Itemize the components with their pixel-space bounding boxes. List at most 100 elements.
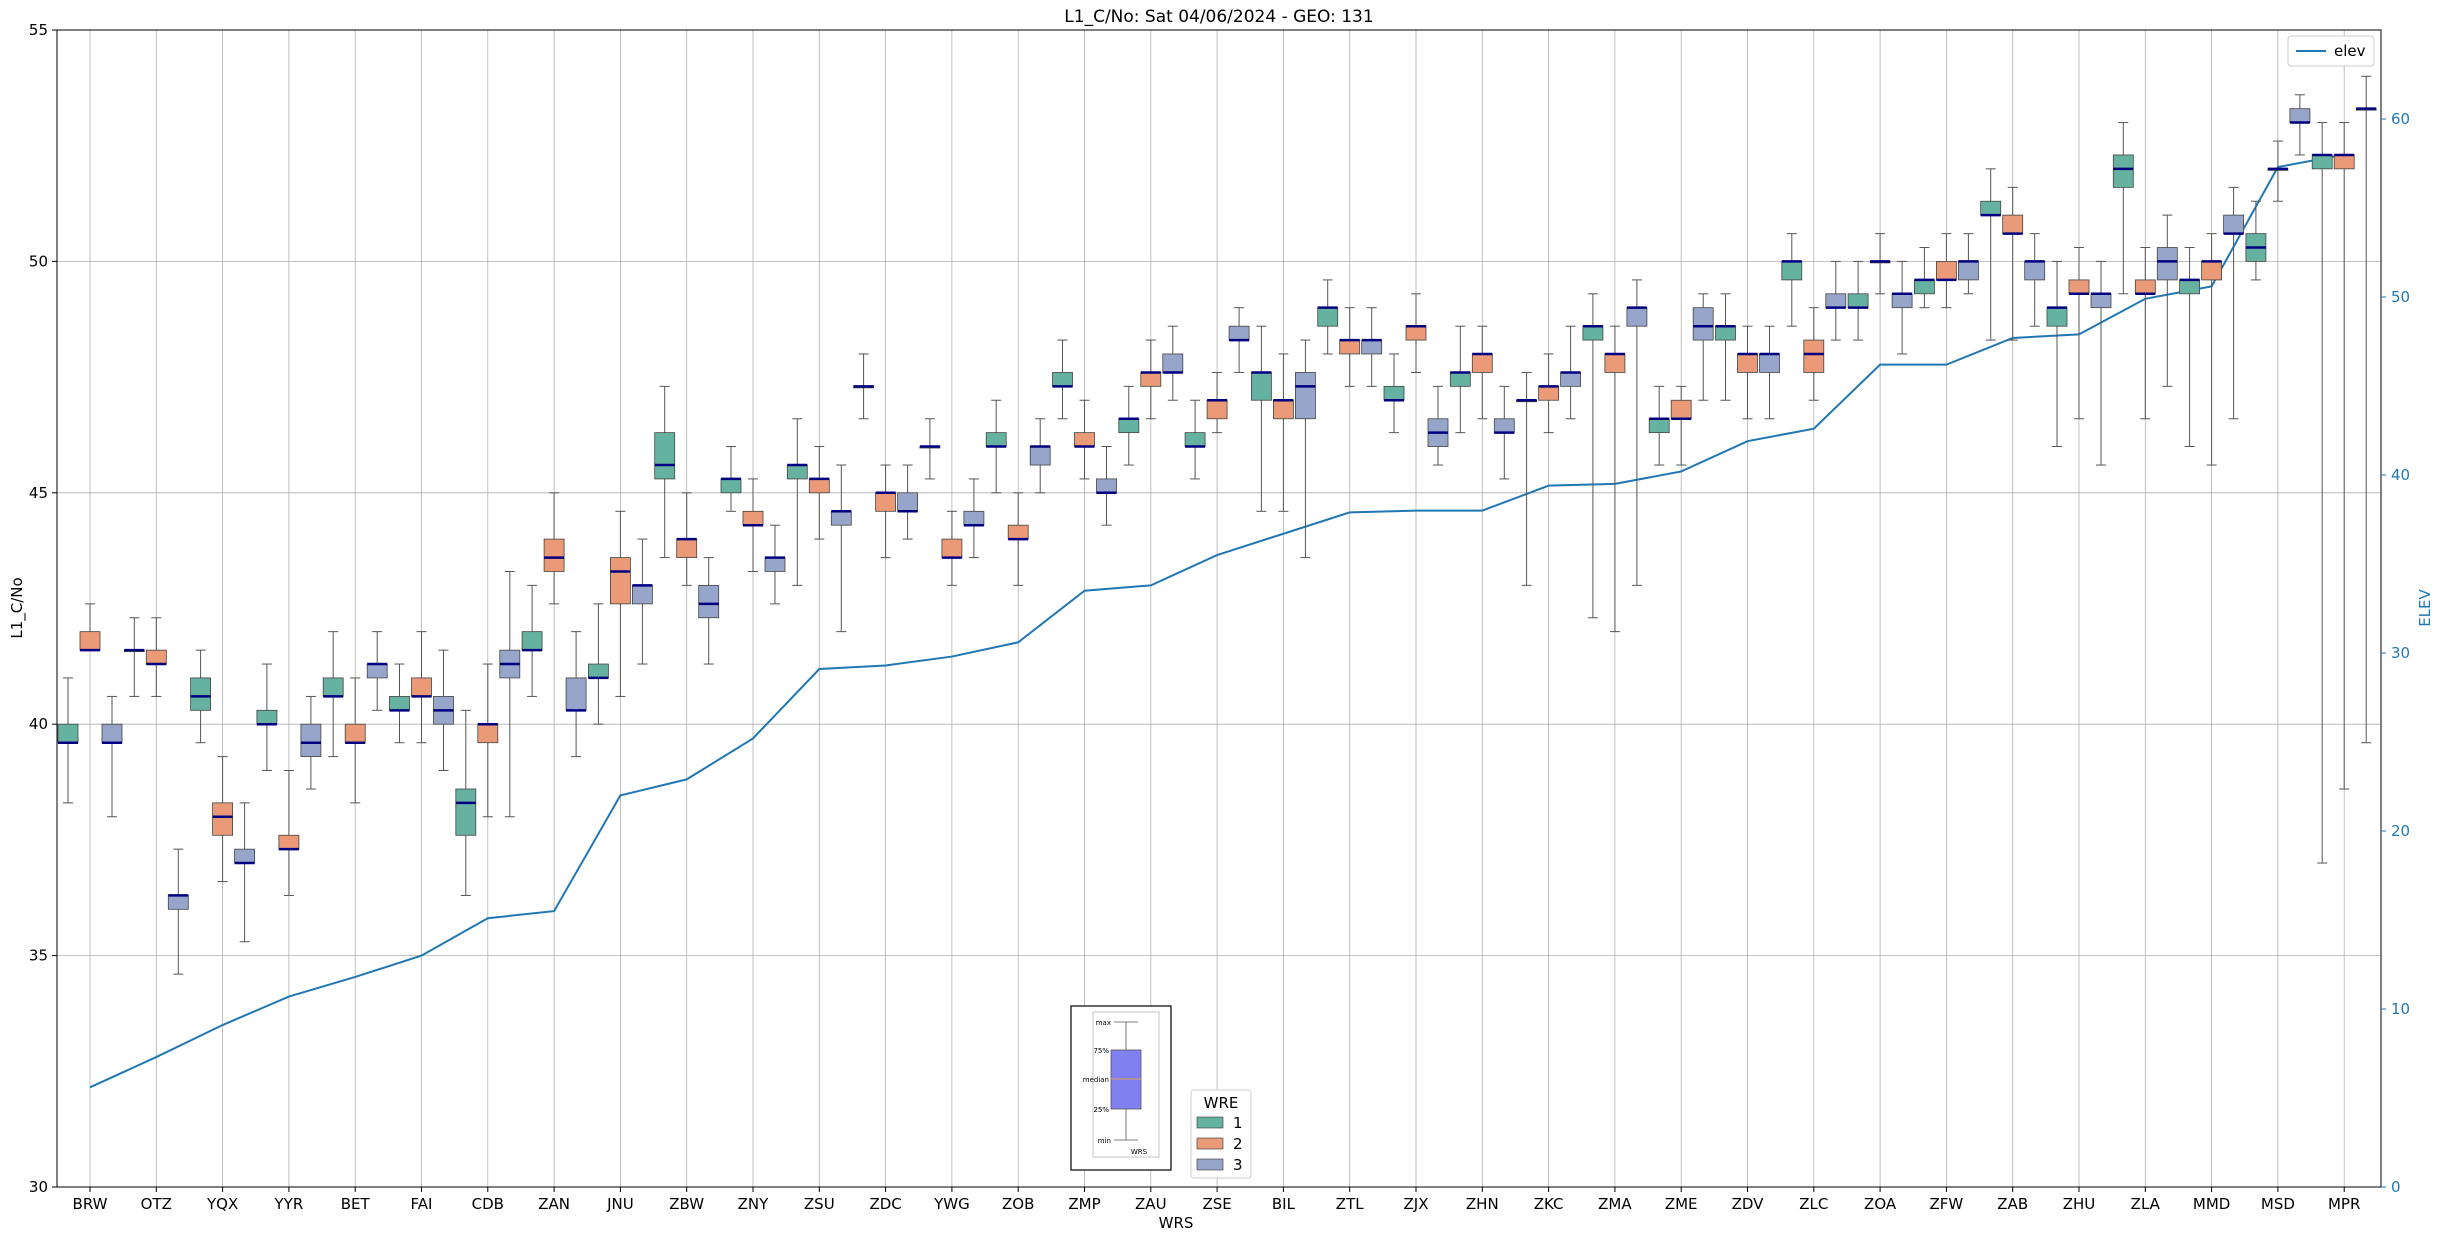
box-iqr	[1074, 432, 1095, 447]
x-tick-label: BRW	[73, 1195, 108, 1213]
x-tick-label: ZLA	[2131, 1195, 2161, 1213]
box-iqr	[1295, 372, 1316, 420]
box-iqr	[632, 584, 653, 605]
box-iqr	[389, 696, 410, 711]
box-ZKC-wre-1	[1516, 371, 1537, 586]
box-ZDV-wre-3	[1759, 325, 1780, 420]
box-ZLA-wre-3	[2156, 214, 2178, 387]
box-iqr	[2046, 307, 2068, 327]
box-iqr	[2068, 279, 2090, 295]
box-iqr	[1273, 399, 1294, 420]
box-YWG-wre-2	[941, 510, 963, 586]
y-axis-left: 30 35 40 45 50 55	[29, 21, 57, 1196]
box-OTZ-wre-1	[123, 617, 145, 697]
box-iqr	[2333, 154, 2355, 170]
wre-legend-swatch-2	[1196, 1137, 1224, 1150]
box-ZMA-wre-1	[1582, 293, 1604, 619]
box-OTZ-wre-2	[145, 617, 167, 697]
box-iqr	[167, 895, 189, 910]
box-iqr	[676, 538, 698, 558]
box-iqr	[344, 723, 366, 744]
box-ZKC-wre-3	[1560, 325, 1581, 420]
box-YYR-wre-3	[300, 695, 322, 790]
box-plots	[57, 75, 2377, 975]
box-BET-wre-3	[366, 631, 388, 711]
x-tick-label: YWG	[933, 1195, 970, 1213]
box-iqr	[1958, 260, 1979, 281]
box-ZDC-wre-1	[853, 353, 874, 420]
box-OTZ-wre-3	[167, 848, 189, 975]
box-ZOA-wre-3	[1891, 260, 1913, 355]
elev-line	[89, 153, 2345, 1089]
box-ZJX-wre-3	[1427, 385, 1449, 466]
box-iqr	[786, 464, 808, 480]
box-YWG-wre-1	[919, 418, 941, 480]
box-ZME-wre-1	[1648, 385, 1670, 466]
box-iqr	[897, 492, 918, 512]
box-iqr	[830, 510, 852, 526]
box-ZBW-wre-3	[698, 557, 720, 665]
box-MPR-wre-2	[2333, 122, 2355, 790]
box-CDB-wre-1	[455, 709, 477, 896]
box-ZHN-wre-1	[1449, 325, 1471, 434]
box-ZFW-wre-2	[1936, 233, 1957, 309]
box-JNU-wre-3	[632, 538, 653, 665]
box-ZAN-wre-2	[543, 492, 565, 605]
box-iqr	[2201, 260, 2223, 281]
wre-legend: WRE 1 2 3	[1190, 1089, 1252, 1179]
box-ZLC-wre-3	[1825, 260, 1847, 341]
y2-tick-label: 0	[2391, 1178, 2401, 1196]
plot-background	[57, 30, 2381, 1187]
box-ZSU-wre-1	[786, 418, 808, 586]
x-tick-label: YQX	[206, 1195, 238, 1213]
box-iqr	[808, 478, 830, 494]
box-iqr	[101, 723, 123, 744]
box-ZNY-wre-3	[764, 524, 786, 605]
box-MPR-wre-3	[2355, 75, 2377, 744]
box-YWG-wre-3	[963, 478, 985, 559]
box-iqr	[1140, 372, 1162, 387]
box-iqr	[1096, 478, 1117, 494]
box-BIL-wre-1	[1251, 325, 1272, 512]
box-iqr	[1648, 418, 1670, 434]
box-BIL-wre-3	[1295, 339, 1316, 559]
box-ZOB-wre-2	[1007, 492, 1029, 586]
box-ZLA-wre-1	[2112, 122, 2134, 295]
box-ZDC-wre-2	[875, 464, 896, 559]
box-iqr	[654, 432, 676, 480]
box-iqr	[1361, 339, 1383, 355]
box-iqr	[2289, 108, 2311, 123]
box-MMD-wre-2	[2201, 233, 2223, 466]
x-tick-label: ZJX	[1404, 1195, 1429, 1213]
box-ZOB-wre-1	[985, 399, 1007, 494]
box-CDB-wre-2	[477, 663, 499, 818]
boxplot-key-median: median	[1083, 1076, 1109, 1084]
x-tick-label: ZOB	[1002, 1195, 1034, 1213]
x-tick-label: BIL	[1272, 1195, 1296, 1213]
box-ZAN-wre-3	[565, 631, 587, 758]
box-ZFW-wre-1	[1914, 247, 1935, 309]
box-ZBW-wre-1	[654, 385, 676, 559]
chart-title: L1_C/No: Sat 04/06/2024 - GEO: 131	[1064, 7, 1373, 27]
x-tick-label: MMD	[2193, 1195, 2230, 1213]
y2-tick-label: 10	[2391, 1000, 2410, 1018]
box-ZOA-wre-2	[1869, 233, 1891, 295]
box-iqr	[698, 584, 720, 619]
box-BET-wre-2	[344, 677, 366, 804]
box-ZHN-wre-2	[1471, 325, 1493, 420]
elev-legend-label: elev	[2334, 42, 2366, 60]
box-iqr	[2156, 247, 2178, 281]
boxplot-key-q1: 25%	[1093, 1106, 1109, 1114]
box-iqr	[764, 557, 786, 572]
box-iqr	[1560, 372, 1581, 387]
boxplot-key-q3: 75%	[1093, 1047, 1109, 1055]
x-tick-label: MPR	[2328, 1195, 2360, 1213]
box-iqr	[1029, 446, 1051, 466]
box-iqr	[1582, 325, 1604, 341]
x-tick-label: ZKC	[1534, 1195, 1564, 1213]
box-ZHU-wre-1	[2046, 260, 2068, 448]
x-tick-label: ZHN	[1466, 1195, 1499, 1213]
wre-legend-swatch-1	[1196, 1116, 1224, 1129]
wre-legend-label-1: 1	[1233, 1114, 1243, 1132]
box-iqr	[1803, 339, 1825, 373]
